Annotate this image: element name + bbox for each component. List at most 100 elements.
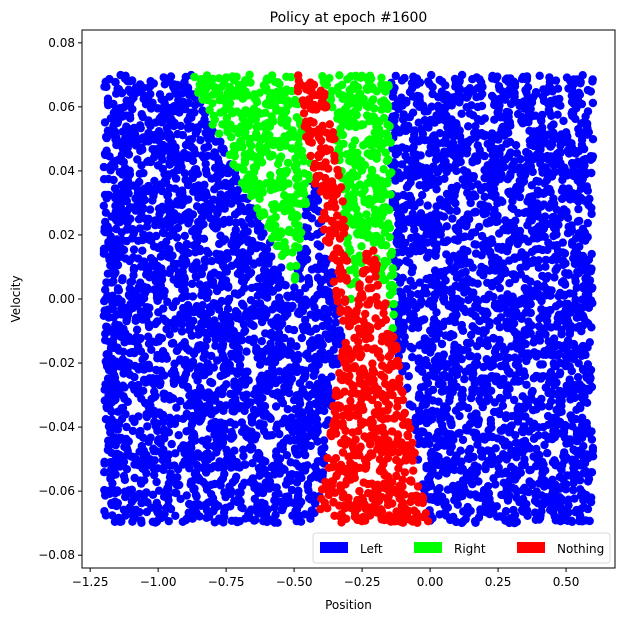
scatter-point bbox=[445, 396, 454, 406]
scatter-point bbox=[399, 244, 408, 253]
scatter-point bbox=[193, 450, 202, 459]
scatter-point bbox=[452, 121, 461, 130]
scatter-point bbox=[309, 371, 318, 380]
scatter-point bbox=[304, 404, 313, 414]
scatter-point bbox=[162, 452, 171, 461]
scatter-point bbox=[400, 114, 409, 123]
scatter-point bbox=[111, 207, 121, 216]
scatter-point bbox=[450, 359, 459, 368]
scatter-point bbox=[259, 420, 268, 429]
scatter-point bbox=[578, 235, 587, 244]
scatter-point bbox=[230, 377, 239, 386]
scatter-point bbox=[320, 443, 329, 452]
scatter-point bbox=[139, 386, 148, 395]
scatter-point bbox=[150, 134, 160, 143]
scatter-point bbox=[263, 344, 272, 354]
scatter-point bbox=[133, 155, 142, 164]
scatter-point bbox=[160, 286, 169, 296]
scatter-point bbox=[437, 492, 447, 501]
scatter-point bbox=[461, 267, 470, 277]
scatter-point bbox=[240, 327, 249, 337]
scatter-point bbox=[476, 92, 485, 101]
scatter-point bbox=[159, 465, 168, 475]
scatter-point bbox=[556, 148, 565, 157]
scatter-point bbox=[257, 242, 266, 251]
scatter-point bbox=[556, 517, 565, 526]
scatter-point bbox=[199, 153, 209, 163]
scatter-point bbox=[538, 464, 547, 473]
scatter-point bbox=[573, 217, 583, 226]
scatter-point bbox=[290, 444, 300, 453]
scatter-point bbox=[114, 85, 124, 94]
scatter-point bbox=[144, 310, 153, 319]
scatter-point bbox=[276, 275, 285, 284]
scatter-point bbox=[162, 324, 171, 334]
scatter-point bbox=[493, 512, 502, 521]
scatter-point bbox=[570, 273, 580, 282]
scatter-point bbox=[576, 459, 585, 469]
scatter-point bbox=[192, 202, 202, 211]
scatter-point bbox=[466, 198, 475, 208]
scatter-point bbox=[434, 427, 443, 437]
scatter-point bbox=[488, 259, 497, 268]
scatter-point bbox=[427, 70, 436, 80]
scatter-point bbox=[225, 363, 234, 372]
scatter-point bbox=[434, 441, 443, 450]
scatter-point bbox=[188, 506, 197, 515]
scatter-point bbox=[553, 84, 563, 93]
scatter-point bbox=[449, 512, 458, 522]
scatter-point bbox=[574, 303, 583, 312]
scatter-point bbox=[195, 476, 204, 485]
scatter-point bbox=[569, 479, 578, 488]
scatter-point bbox=[180, 210, 190, 220]
scatter-point bbox=[550, 254, 559, 264]
scatter-point bbox=[524, 149, 533, 159]
scatter-point bbox=[168, 338, 178, 348]
scatter-point bbox=[580, 161, 589, 170]
scatter-point bbox=[139, 294, 149, 303]
scatter-point bbox=[450, 235, 459, 244]
scatter-point bbox=[239, 229, 248, 238]
scatter-point bbox=[272, 452, 282, 462]
scatter-point bbox=[173, 279, 182, 289]
scatter-point bbox=[543, 448, 552, 458]
scatter-point bbox=[503, 317, 512, 326]
scatter-point bbox=[505, 440, 514, 450]
scatter-point bbox=[183, 151, 193, 160]
scatter-point bbox=[560, 290, 569, 300]
scatter-point bbox=[496, 380, 505, 390]
scatter-point bbox=[185, 464, 194, 473]
scatter-point bbox=[145, 303, 154, 312]
scatter-point bbox=[579, 395, 588, 404]
scatter-point bbox=[582, 318, 591, 327]
scatter-point bbox=[226, 313, 235, 322]
scatter-point bbox=[443, 236, 452, 245]
scatter-point bbox=[137, 313, 146, 323]
scatter-point bbox=[540, 188, 549, 197]
scatter-point bbox=[558, 238, 567, 247]
scatter-point bbox=[203, 142, 213, 151]
scatter-point bbox=[169, 82, 178, 92]
scatter-point bbox=[100, 227, 109, 236]
scatter-point bbox=[207, 270, 216, 279]
scatter-point bbox=[555, 368, 565, 377]
scatter-point bbox=[423, 201, 432, 210]
scatter-point bbox=[449, 188, 458, 198]
scatter-point bbox=[144, 285, 153, 294]
scatter-point bbox=[415, 198, 424, 207]
scatter-point bbox=[331, 318, 340, 327]
scatter-point bbox=[185, 136, 194, 145]
scatter-point bbox=[178, 517, 187, 526]
scatter-point bbox=[158, 186, 167, 196]
scatter-point bbox=[483, 446, 492, 455]
scatter-point bbox=[210, 185, 219, 194]
scatter-point bbox=[516, 468, 525, 477]
scatter-point bbox=[391, 71, 400, 81]
scatter-point bbox=[556, 141, 565, 150]
scatter-point bbox=[325, 297, 334, 306]
scatter-point bbox=[253, 291, 263, 300]
scatter-point bbox=[188, 514, 197, 523]
scatter-point bbox=[492, 316, 502, 326]
scatter-point bbox=[206, 377, 215, 387]
scatter-point bbox=[395, 173, 405, 183]
